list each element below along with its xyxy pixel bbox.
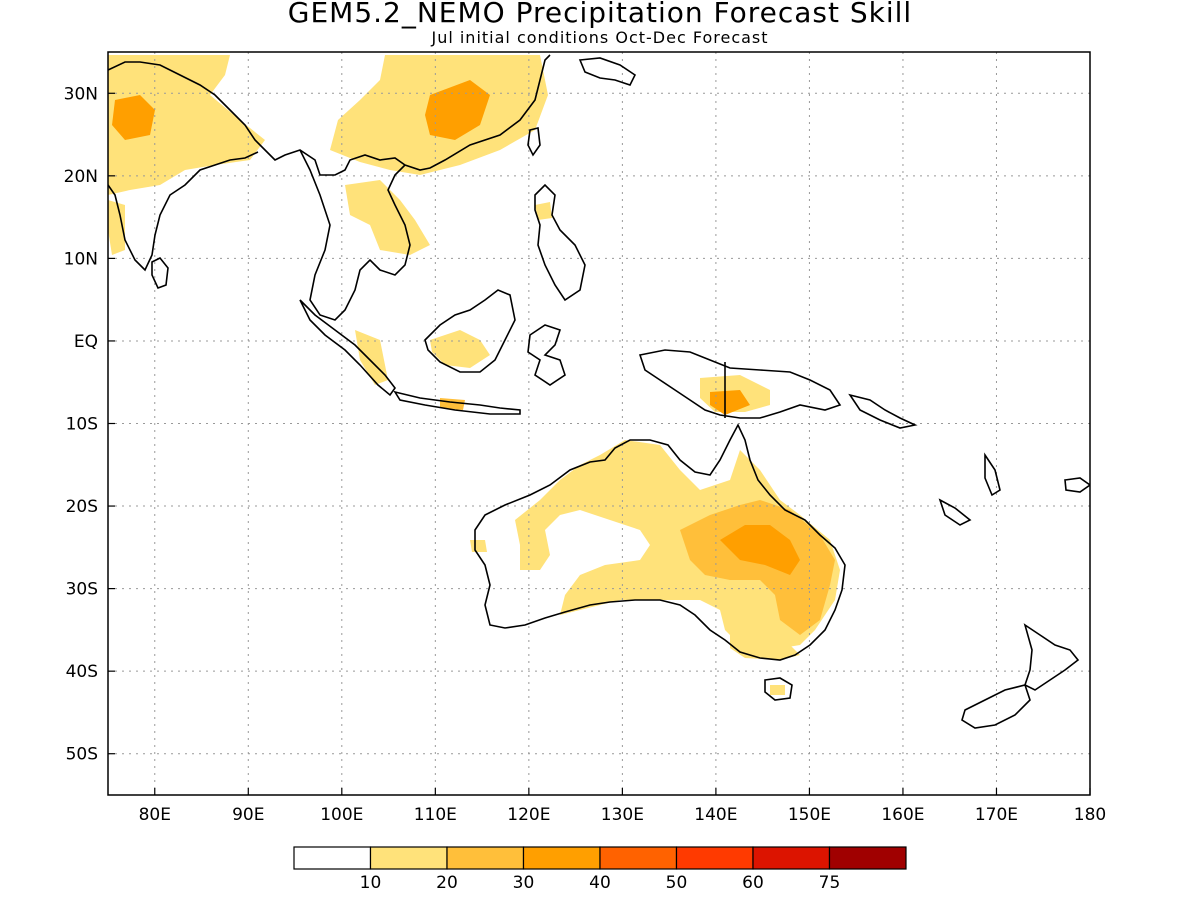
colorbar-swatch <box>752 846 831 870</box>
skill-region-queensland-core <box>720 525 800 575</box>
coastline-java <box>393 390 521 415</box>
lon-label: 130E <box>601 805 644 825</box>
lon-label: 180 <box>1074 805 1106 825</box>
coastline-india <box>108 151 259 272</box>
figure-title: GEM5.2_NEMO Precipitation Forecast Skill <box>287 0 913 29</box>
colorbar-swatch <box>599 846 678 870</box>
coastline-indochina <box>299 149 411 321</box>
skill-region-south-india <box>108 200 125 255</box>
skill-region-indochina <box>345 180 430 255</box>
coastline-fiji <box>1064 477 1090 493</box>
colorbar-label: 75 <box>819 873 841 893</box>
lat-label: 20S <box>66 497 98 517</box>
colorbar-label: 10 <box>360 873 382 893</box>
colorbar: 10 20 30 40 50 60 75 <box>293 846 907 893</box>
lon-label: 170E <box>975 805 1018 825</box>
colorbar-label: 20 <box>436 873 458 893</box>
coastlines <box>108 54 1090 729</box>
colorbar-label: 60 <box>742 873 764 893</box>
skill-region-borneo <box>430 330 490 368</box>
lat-label: 30N <box>64 84 98 104</box>
lat-label: 40S <box>66 662 98 682</box>
lon-label: 150E <box>788 805 831 825</box>
colorbar-label: 30 <box>513 873 535 893</box>
colorbar-swatch <box>369 846 448 870</box>
skill-shading <box>108 55 840 695</box>
longitude-labels: 80E 90E 100E 110E 120E 130E 140E 150E 160E 170E 18… <box>139 788 1106 825</box>
skill-region-wa-coast <box>470 540 487 552</box>
coastline-tasmania <box>764 677 793 701</box>
lat-label: 30S <box>66 580 98 600</box>
lon-label: 110E <box>414 805 457 825</box>
lon-label: 80E <box>139 805 171 825</box>
latitude-labels: 30N 20N 10N EQ 10S 20S 30S 40S 50S <box>64 84 115 765</box>
coastline-japan <box>578 57 637 86</box>
colorbar-swatch <box>522 846 601 870</box>
skill-region-south-china-core <box>425 80 490 140</box>
colorbar-swatch <box>828 846 907 870</box>
coastline-new-zealand-south <box>961 684 1031 729</box>
coastline-sulawesi <box>527 324 566 386</box>
coastline-pacific-islands-1 <box>848 393 918 429</box>
lat-label: 50S <box>66 745 98 765</box>
skill-region-sumatra <box>355 330 388 385</box>
coastline-sri-lanka <box>151 256 169 290</box>
lat-label: 10S <box>66 415 98 435</box>
lat-label: 10N <box>64 249 98 269</box>
lon-label: 120E <box>507 805 550 825</box>
lon-label: 90E <box>232 805 264 825</box>
coastline-new-caledonia <box>984 452 1001 497</box>
lat-label: 20N <box>64 167 98 187</box>
coastline-sumatra <box>299 299 396 397</box>
colorbar-swatch <box>293 846 372 870</box>
graticule-grid <box>108 52 1090 795</box>
skill-region-north-australia <box>515 440 840 650</box>
lon-label: 160E <box>881 805 924 825</box>
skill-region-tasmania <box>770 685 785 695</box>
coastline-new-guinea <box>638 349 842 419</box>
colorbar-swatch <box>675 846 754 870</box>
skill-region-east-australia-mid <box>680 500 835 635</box>
figure-subtitle: Jul initial conditions Oct-Dec Forecast <box>431 28 769 47</box>
coastline-asia <box>108 54 551 176</box>
coastline-australia <box>474 423 846 661</box>
skill-region-pakistan-core <box>112 95 155 140</box>
skill-region-philippines <box>535 202 552 220</box>
skill-region-north-india-pakistan <box>108 55 265 195</box>
lat-label: EQ <box>74 332 98 352</box>
skill-region-new-guinea-core <box>710 390 750 415</box>
colorbar-swatch <box>446 846 525 870</box>
lon-label: 140E <box>694 805 737 825</box>
coastline-pacific-islands-2 <box>938 498 972 526</box>
coastline-taiwan <box>527 127 541 157</box>
coastline-borneo <box>424 289 516 373</box>
lon-label: 100E <box>320 805 363 825</box>
colorbar-label: 50 <box>666 873 688 893</box>
coastline-philippines <box>534 183 586 302</box>
coastline-new-zealand-north <box>1023 623 1080 691</box>
colorbar-label: 40 <box>589 873 611 893</box>
skill-region-north-india-patch <box>150 60 185 90</box>
